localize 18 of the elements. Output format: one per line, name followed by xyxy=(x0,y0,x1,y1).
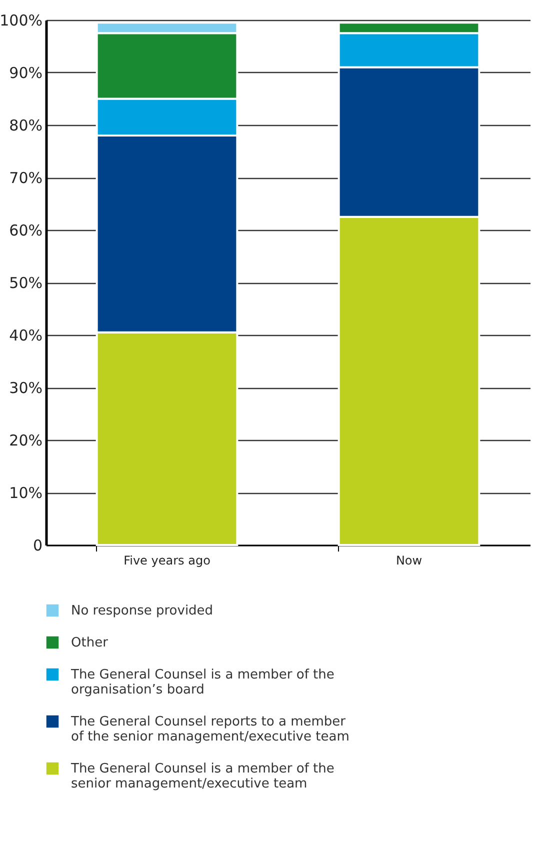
y-tick-label: 90% xyxy=(9,64,42,82)
y-tick-label: 80% xyxy=(9,116,42,134)
y-tick-label: 10% xyxy=(9,484,42,502)
legend-label: The General Counsel reports to a member of the senior management/executive team xyxy=(70,714,350,744)
x-tick-label: Five years ago xyxy=(124,554,210,568)
y-tick-label: 70% xyxy=(9,169,42,187)
y-tick-label: 100% xyxy=(0,12,42,30)
y-tick-label: 40% xyxy=(9,326,42,344)
legend-label: The General Counsel is a member of the senior management/executive team xyxy=(70,762,334,792)
legend-label: The General Counsel is a member of the organisation’s board xyxy=(70,668,334,698)
y-tick-label: 30% xyxy=(9,379,42,397)
y-tick-label: 0 xyxy=(32,536,42,554)
y-tick-label: 20% xyxy=(9,432,42,450)
x-tick-label: Now xyxy=(396,554,422,568)
y-tick-label: 50% xyxy=(9,274,42,292)
legend-label: No response provided xyxy=(71,604,214,618)
y-tick-label: 60% xyxy=(9,222,42,240)
legend-label: Other xyxy=(71,636,109,650)
